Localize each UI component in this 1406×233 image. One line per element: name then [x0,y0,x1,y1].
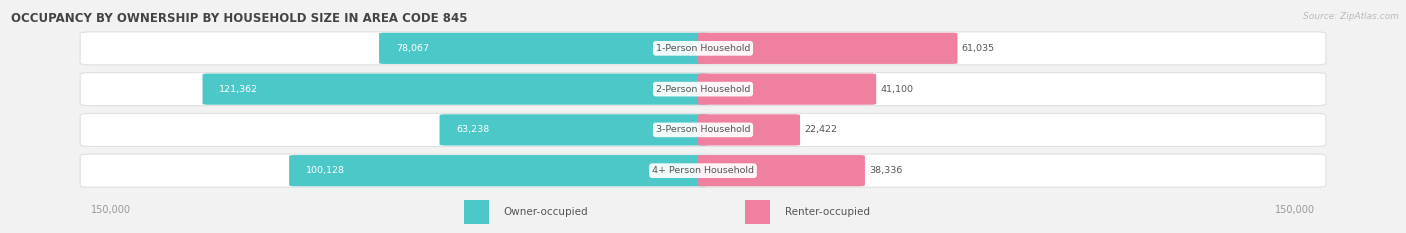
Text: OCCUPANCY BY OWNERSHIP BY HOUSEHOLD SIZE IN AREA CODE 845: OCCUPANCY BY OWNERSHIP BY HOUSEHOLD SIZE… [11,12,468,25]
FancyBboxPatch shape [697,33,957,64]
Text: 150,000: 150,000 [1275,205,1315,215]
Text: Owner-occupied: Owner-occupied [503,207,588,217]
Text: 100,128: 100,128 [307,166,344,175]
FancyBboxPatch shape [80,32,1326,65]
Text: Renter-occupied: Renter-occupied [785,207,869,217]
FancyBboxPatch shape [697,74,876,105]
FancyBboxPatch shape [80,73,1326,106]
Text: Source: ZipAtlas.com: Source: ZipAtlas.com [1303,12,1399,21]
Text: 22,422: 22,422 [804,125,837,134]
Text: 1-Person Household: 1-Person Household [655,44,751,53]
FancyBboxPatch shape [464,200,489,224]
Text: 2-Person Household: 2-Person Household [655,85,751,94]
FancyBboxPatch shape [745,200,770,224]
Text: 61,035: 61,035 [962,44,995,53]
FancyBboxPatch shape [80,113,1326,147]
Text: 121,362: 121,362 [219,85,259,94]
FancyBboxPatch shape [380,33,709,64]
Text: 3-Person Household: 3-Person Household [655,125,751,134]
FancyBboxPatch shape [697,114,800,145]
Text: 4+ Person Household: 4+ Person Household [652,166,754,175]
FancyBboxPatch shape [440,114,709,145]
Text: 63,238: 63,238 [457,125,489,134]
FancyBboxPatch shape [697,155,865,186]
FancyBboxPatch shape [290,155,709,186]
Text: 38,336: 38,336 [869,166,903,175]
Text: 150,000: 150,000 [91,205,131,215]
FancyBboxPatch shape [80,154,1326,187]
Text: 41,100: 41,100 [880,85,914,94]
Text: 78,067: 78,067 [396,44,429,53]
FancyBboxPatch shape [202,74,709,105]
